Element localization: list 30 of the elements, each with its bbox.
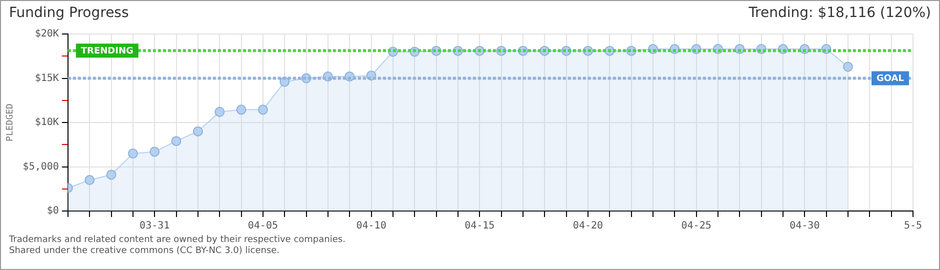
point (150, 146, 160, 157)
y-axis-title: PLEDGED (6, 104, 16, 142)
ref-line-label: TRENDING (80, 46, 134, 57)
y-tick-label: $15K (34, 72, 59, 84)
point (258, 104, 268, 115)
x-tick-label: 5-5 (904, 220, 922, 232)
x-tick-label: 04-10 (356, 220, 386, 232)
x-tick-label: 04-15 (464, 220, 495, 232)
chart-subtitle: Trending: $18,116 (120%) (748, 5, 931, 23)
x-tick-label: 04-25 (681, 220, 712, 232)
x-tick-label: 04-20 (572, 220, 604, 232)
point (214, 106, 225, 117)
point (171, 136, 182, 146)
chart-title: Funding Progress (9, 5, 129, 23)
point (128, 148, 138, 158)
ref-line-label: GOAL (876, 74, 904, 84)
text: Trademarks and related content are owned by their respective companies. (9, 235, 346, 246)
x-tick-label: 04-05 (248, 220, 278, 232)
x-tick-label: 03-31 (140, 220, 170, 232)
point (236, 104, 246, 115)
text: Shared under the creative commons (CC BY-NC 3.0) license. (9, 246, 281, 257)
y-tick-label: $5,000 (22, 161, 59, 172)
y-tick-label: $20K (34, 28, 59, 40)
point (842, 62, 853, 72)
x-tick-label: 04-30 (790, 220, 820, 232)
point (106, 170, 116, 180)
y-tick-label: $0 (46, 206, 59, 217)
point (84, 175, 95, 186)
point (192, 126, 203, 136)
y-tick-label: $10K (34, 117, 59, 128)
